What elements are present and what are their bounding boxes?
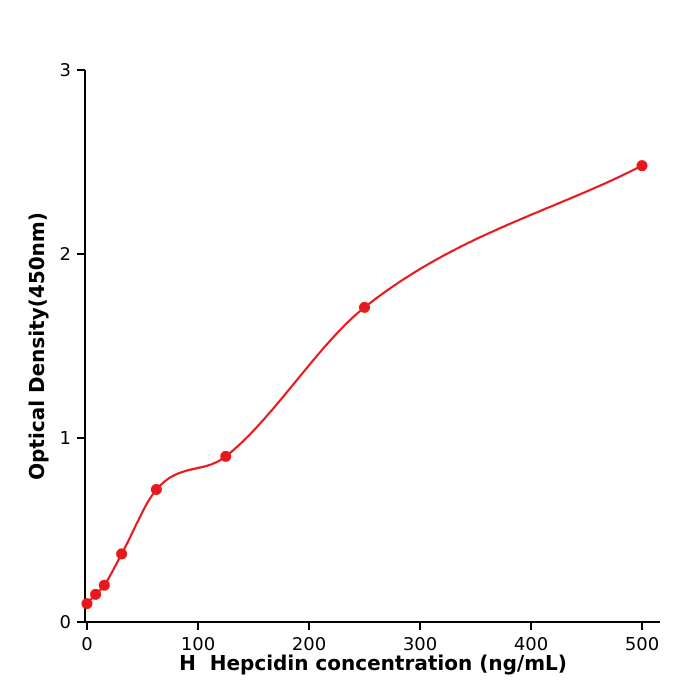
data-point xyxy=(98,579,110,591)
data-point xyxy=(636,160,648,172)
y-tick-label: 3 xyxy=(60,60,71,81)
y-tick-label: 1 xyxy=(60,428,71,449)
x-tick-label: 500 xyxy=(625,634,659,655)
fit-curve xyxy=(85,164,644,605)
x-axis-title: H Hepcidin concentration (ng/mL) xyxy=(179,651,567,675)
y-tick-label: 0 xyxy=(60,612,71,633)
y-tick-label: 2 xyxy=(60,244,71,265)
data-point xyxy=(81,598,93,610)
x-tick-label: 200 xyxy=(292,634,326,655)
x-tick-label: 100 xyxy=(181,634,215,655)
y-axis-title: Optical Density(450nm) xyxy=(25,212,49,480)
x-tick-label: 300 xyxy=(403,634,437,655)
data-point xyxy=(116,548,128,560)
x-tick-label: 400 xyxy=(514,634,548,655)
data-point xyxy=(220,450,232,462)
data-point xyxy=(150,484,162,496)
data-point xyxy=(90,588,102,600)
x-tick-label: 0 xyxy=(81,634,92,655)
data-point xyxy=(359,301,370,313)
